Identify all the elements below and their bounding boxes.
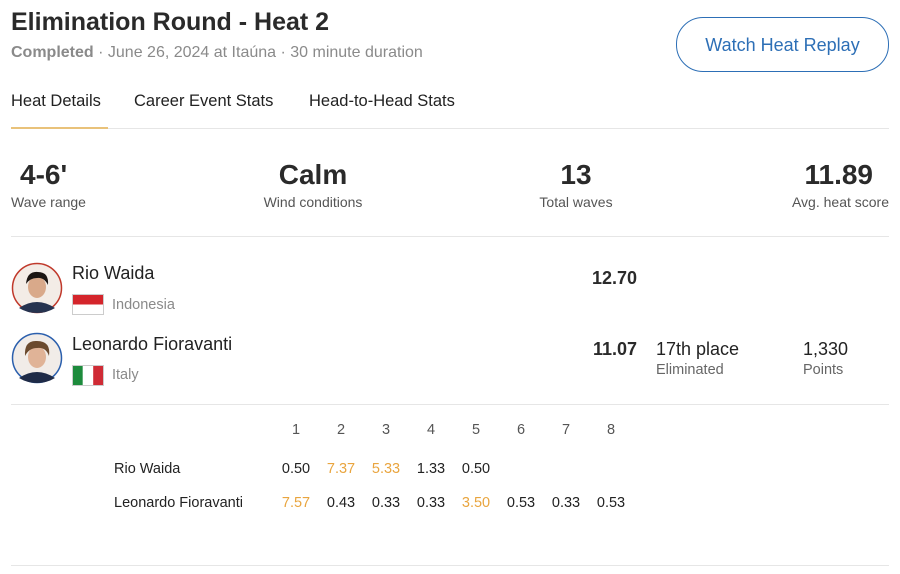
surfer-country: Italy: [112, 367, 139, 383]
avatars: [11, 262, 63, 384]
wave-score: 0.50: [281, 461, 311, 477]
row-name: Leonardo Fioravanti: [114, 495, 243, 511]
wave-score: 5.33: [371, 461, 401, 477]
points-label: Points: [803, 362, 844, 378]
surfer-country: Indonesia: [112, 297, 175, 313]
wave-number: 7: [561, 422, 571, 438]
tab[interactable]: Career Event Stats: [134, 92, 274, 110]
tab[interactable]: Heat Details: [11, 92, 101, 110]
wave-number: 5: [471, 422, 481, 438]
wave-score: 0.43: [326, 495, 356, 511]
wave-score: 1.33: [416, 461, 446, 477]
replay-button[interactable]: Watch Heat Replay: [676, 17, 889, 72]
stat-value: 11.89: [804, 159, 873, 190]
avatar: [11, 262, 63, 314]
surfer-name: Leonardo Fioravanti: [72, 334, 233, 354]
row-name: Rio Waida: [114, 461, 181, 477]
points: 1,330: [803, 339, 849, 359]
wave-number: 6: [516, 422, 526, 438]
wave-score: 0.53: [506, 495, 536, 511]
wave-score: 0.33: [416, 495, 446, 511]
wave-number: 2: [336, 422, 346, 438]
status: Completed: [11, 44, 94, 61]
divider: [11, 565, 889, 566]
details: · June 26, 2024 at Itaúna · 30 minute du…: [98, 44, 423, 61]
tab[interactable]: Head-to-Head Stats: [309, 92, 455, 110]
wave-score: 0.53: [596, 495, 626, 511]
avatar: [11, 332, 63, 384]
stat-label: Wave range: [11, 194, 86, 210]
divider: [11, 404, 889, 405]
wave-number: 4: [426, 422, 436, 438]
divider: [11, 128, 889, 129]
wave-score: 3.50: [461, 495, 491, 511]
result: 17th place: [656, 339, 740, 359]
wave-number: 1: [291, 422, 301, 438]
active-tab-indicator: [11, 127, 108, 129]
wave-score: 0.50: [461, 461, 491, 477]
heat-subtitle: Completed · June 26, 2024 at Itaúna · 30…: [11, 45, 423, 61]
wave-number: 8: [606, 422, 616, 438]
wave-score: 7.37: [326, 461, 356, 477]
surfer-score: 11.07: [592, 339, 637, 359]
result-note: Eliminated: [656, 362, 724, 378]
stat-value: Calm: [278, 159, 348, 190]
surfer-name: Rio Waida: [72, 263, 155, 283]
wave-score: 0.33: [551, 495, 581, 511]
stat-value: 4-6': [20, 159, 68, 190]
flags: [72, 294, 104, 386]
stat-label: Total waves: [539, 194, 613, 210]
stat-label: Avg. heat score: [791, 194, 889, 210]
wave-score: 0.33: [371, 495, 401, 511]
surfer-score: 12.70: [591, 268, 637, 288]
wave-score: 7.57: [281, 495, 311, 511]
divider: [11, 236, 889, 237]
heat-title: Elimination Round - Heat 2: [11, 8, 330, 36]
stat-value: 13: [560, 159, 592, 190]
wave-number: 3: [381, 422, 391, 438]
stat-label: Wind conditions: [263, 194, 363, 210]
